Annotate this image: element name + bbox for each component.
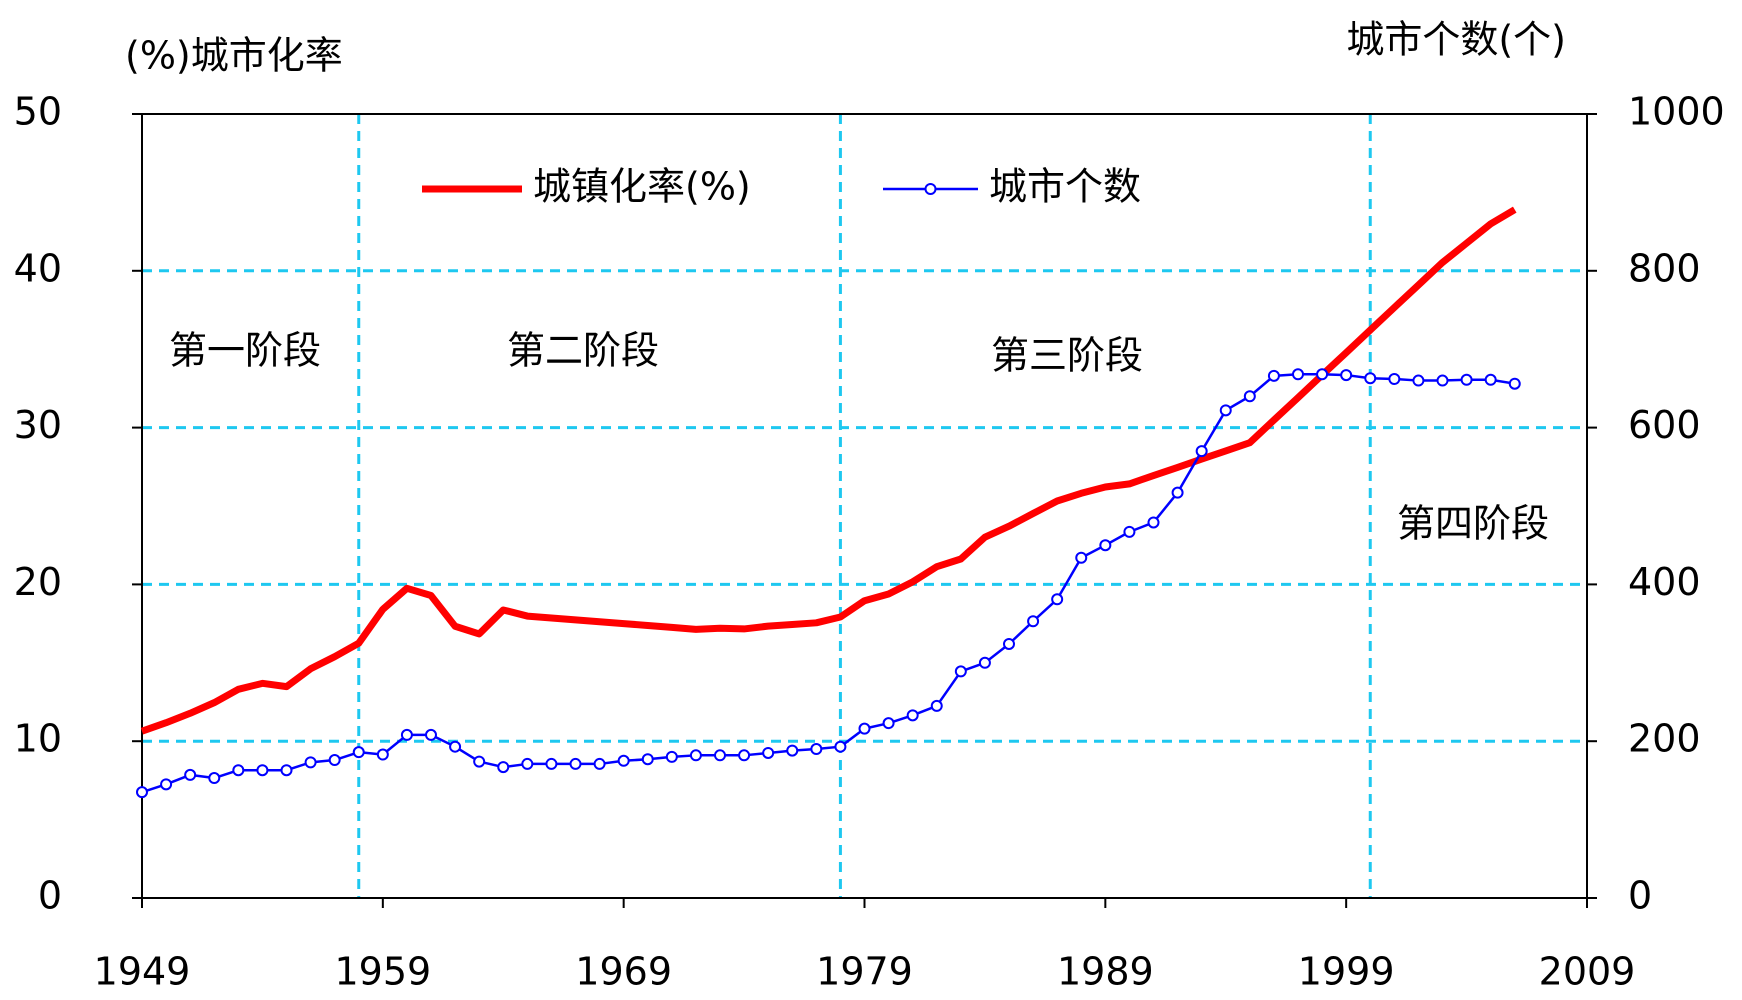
x-tick-label: 1979 xyxy=(816,950,913,994)
point xyxy=(593,757,606,770)
point xyxy=(834,740,847,753)
point xyxy=(1171,486,1184,499)
point xyxy=(906,709,919,722)
y2-tick-label: 1000 xyxy=(1628,90,1725,134)
x-tick-label: 1969 xyxy=(575,950,672,994)
point xyxy=(762,746,775,759)
y2-axis-title: 城市个数(个) xyxy=(1346,18,1566,62)
point xyxy=(1484,373,1497,386)
point xyxy=(328,754,341,767)
point xyxy=(1099,539,1112,552)
point xyxy=(400,728,413,741)
point xyxy=(1364,372,1377,385)
point xyxy=(304,756,317,769)
legend-label: 城市个数 xyxy=(989,165,1141,209)
point xyxy=(545,757,558,770)
point xyxy=(521,757,534,770)
point xyxy=(1051,593,1064,606)
point xyxy=(425,728,437,741)
point xyxy=(1243,390,1256,403)
phase-label: 第二阶段 xyxy=(507,329,659,373)
point xyxy=(1003,637,1015,650)
y-tick-label: 10 xyxy=(14,717,62,761)
x-tick-label: 1949 xyxy=(94,950,191,994)
point xyxy=(1027,615,1040,628)
point xyxy=(1508,377,1521,390)
y2-tick-label: 600 xyxy=(1628,403,1701,447)
y2-tick-label: 800 xyxy=(1628,246,1701,290)
point xyxy=(689,749,702,762)
phase-label: 第三阶段 xyxy=(991,334,1143,378)
point xyxy=(184,768,197,781)
point xyxy=(641,753,654,766)
point xyxy=(232,764,245,777)
point xyxy=(1436,374,1449,387)
point xyxy=(1412,374,1425,387)
x-tick-label: 2009 xyxy=(1539,950,1636,994)
point xyxy=(473,755,486,768)
point xyxy=(954,665,967,678)
point xyxy=(1123,525,1136,538)
y-tick-label: 20 xyxy=(14,560,62,604)
y-tick-label: 40 xyxy=(14,246,62,290)
point xyxy=(208,772,221,785)
phase-label: 第一阶段 xyxy=(169,329,321,373)
y-tick-label: 30 xyxy=(14,403,62,447)
point xyxy=(978,656,991,669)
point xyxy=(1388,372,1401,385)
legend-marker xyxy=(924,183,937,195)
point xyxy=(1075,551,1088,564)
point xyxy=(1340,369,1353,382)
point xyxy=(882,717,895,730)
point xyxy=(280,764,293,777)
y-axis-title: (%)城市化率 xyxy=(125,34,343,78)
point xyxy=(256,764,269,777)
y2-tick-label: 0 xyxy=(1628,874,1652,918)
point xyxy=(665,750,678,763)
point xyxy=(1292,368,1304,381)
point xyxy=(497,761,510,774)
point xyxy=(160,778,173,791)
point xyxy=(617,754,630,767)
x-tick-label: 1999 xyxy=(1298,950,1395,994)
x-tick-label: 1959 xyxy=(334,950,431,994)
point xyxy=(376,748,389,761)
point xyxy=(858,722,871,735)
y2-tick-label: 400 xyxy=(1628,560,1701,604)
y-tick-label: 0 xyxy=(38,874,62,918)
point xyxy=(449,740,462,753)
point xyxy=(930,699,943,712)
point xyxy=(1195,445,1208,458)
y-tick-label: 50 xyxy=(14,90,62,134)
point xyxy=(136,786,148,799)
point xyxy=(714,749,726,762)
phase-label: 第四阶段 xyxy=(1397,502,1549,546)
point xyxy=(1147,516,1160,529)
point xyxy=(738,749,751,762)
y2-tick-label: 200 xyxy=(1628,717,1701,761)
plot-frame xyxy=(141,113,1588,899)
x-tick-label: 1989 xyxy=(1057,950,1154,994)
point xyxy=(1219,404,1232,417)
point xyxy=(810,743,823,756)
series-line xyxy=(141,373,1515,794)
point xyxy=(1316,368,1329,381)
legend-label: 城镇化率(%) xyxy=(533,165,751,209)
point xyxy=(352,746,365,759)
series-line xyxy=(140,206,1517,735)
point xyxy=(1267,369,1280,382)
point xyxy=(569,757,582,770)
point xyxy=(1460,373,1473,386)
point xyxy=(786,744,799,757)
